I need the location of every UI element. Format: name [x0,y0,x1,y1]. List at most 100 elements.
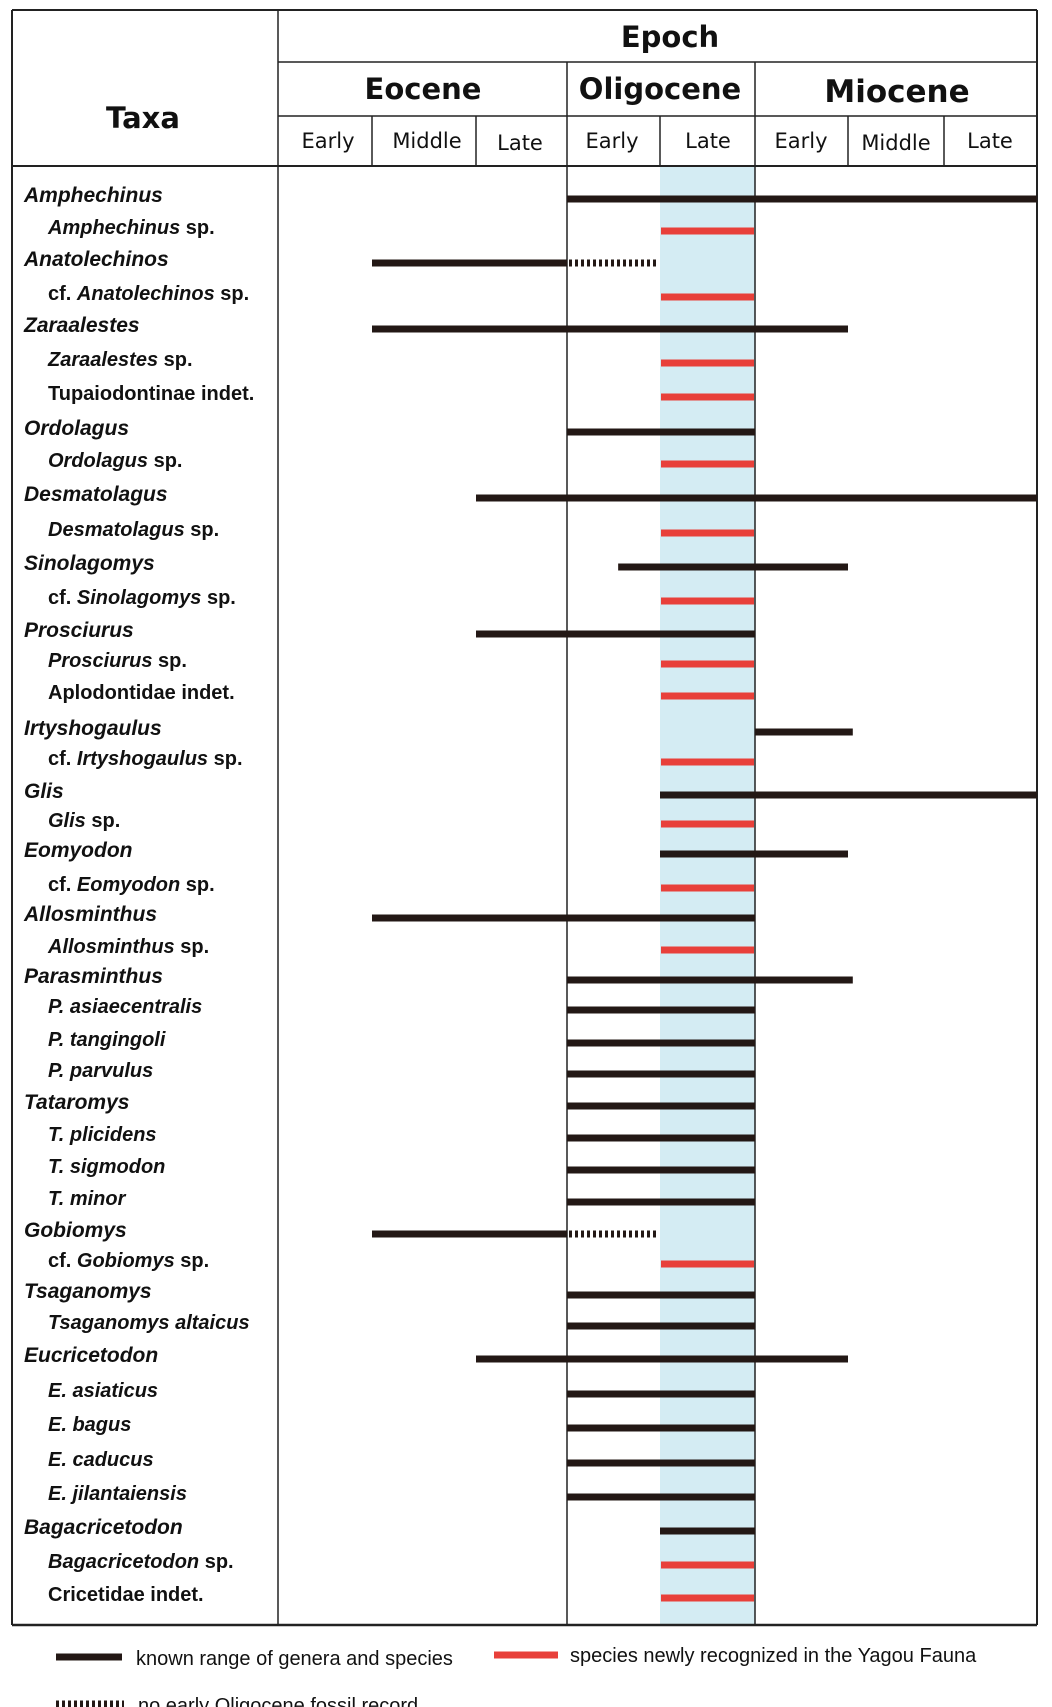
subepoch-eocene-middle: Middle [392,129,461,153]
legend-no-record-label: no early Oligocene fossil record [138,1695,418,1707]
taxon-label: Desmatolagus sp. [48,519,219,541]
taxon-label: cf. Eomyodon sp. [48,874,215,896]
taxon-label: T. sigmodon [48,1156,165,1178]
taxon-label: cf. Sinolagomys sp. [48,587,236,609]
taxon-label-name: Parasminthus [24,965,163,988]
taxon-label: Desmatolagus [24,483,168,506]
range-bars [372,195,1037,1602]
taxon-label-name: Glis [48,810,86,832]
subepoch-miocene-middle: Middle [861,131,930,155]
taxon-label-name: Bagacricetodon [48,1551,199,1573]
taxon-label-suffix: sp. [148,450,182,472]
taxon-label: Eomyodon [24,839,133,862]
taxon-label: P. parvulus [48,1060,153,1082]
taxon-label: Amphechinus sp. [47,217,215,239]
taxon-label-suffix: sp. [175,936,209,958]
taxon-label: Zaraalestes [23,314,140,337]
epoch-header: Epoch [621,20,719,54]
taxon-label: Cricetidae indet. [48,1584,204,1606]
taxon-label: Amphechinus [23,184,163,207]
subepoch-miocene-late: Late [967,129,1013,153]
legend: known range of genera and species specie… [56,1645,977,1707]
taxon-label: Tsaganomys altaicus [48,1312,250,1334]
taxon-label-name: Ordolagus [48,450,148,472]
taxon-label-name: Sinolagomys [77,587,201,609]
taxon-label: Ordolagus sp. [48,450,182,472]
taxon-label: cf. Gobiomys sp. [48,1250,209,1272]
taxon-label-suffix: sp. [199,1551,233,1573]
taxon-label-name: P. parvulus [48,1060,153,1082]
epoch-miocene-label: Miocene [824,74,969,110]
subepoch-miocene-early: Early [774,129,827,153]
taxon-label-name: Zaraalestes [23,314,140,337]
taxon-label: Sinolagomys [24,552,155,575]
taxon-label: Prosciurus [24,619,134,642]
legend-new-label: species newly recognized in the Yagou Fa… [570,1645,977,1667]
taxon-label-prefix: cf. [48,1250,77,1272]
legend-known-label: known range of genera and species [136,1648,453,1670]
taxon-label: Tataromys [24,1091,129,1114]
taxon-label-name: Eomyodon [77,874,180,896]
taxon-label-name: Irtyshogaulus [77,748,208,770]
taxon-label-name: T. plicidens [48,1124,157,1146]
taxon-label: Ordolagus [24,417,129,440]
late-oligocene-highlight-band [660,166,755,1625]
taxon-label-name: T. sigmodon [48,1156,165,1178]
taxon-label-name: Aplodontidae indet. [48,682,235,704]
taxon-label: cf. Anatolechinos sp. [48,283,249,305]
taxon-label-name: Eomyodon [24,839,133,862]
taxon-label-name: Allosminthus [47,936,175,958]
taxon-label: T. minor [48,1188,127,1210]
taxon-label: cf. Irtyshogaulus sp. [48,748,243,770]
epoch-eocene-label: Eocene [365,72,482,106]
taxon-label-suffix: sp. [152,650,186,672]
taxon-label: Parasminthus [24,965,163,988]
taxon-label-name: Prosciurus [24,619,134,642]
taxon-label: Aplodontidae indet. [48,682,235,704]
epoch-oligocene-label: Oligocene [579,72,741,106]
taxon-label: Allosminthus sp. [47,936,209,958]
taxon-label-prefix: cf. [48,587,77,609]
taxon-label-name: Amphechinus [23,184,163,207]
taxon-label-name: P. tangingoli [48,1029,166,1051]
subepoch-eocene-late: Late [497,131,543,155]
taxon-label-name: T. minor [48,1188,127,1210]
taxon-label-name: Cricetidae indet. [48,1584,204,1606]
taxon-label: E. jilantaiensis [48,1483,187,1505]
taxon-label: Bagacricetodon [24,1516,183,1539]
taxon-label-name: Irtyshogaulus [24,717,162,740]
taxon-label-name: Zaraalestes [47,349,158,371]
taxon-label-suffix: sp. [158,349,192,371]
taxon-label-name: E. bagus [48,1414,131,1436]
taxon-label-name: E. jilantaiensis [48,1483,187,1505]
taxon-label: Bagacricetodon sp. [48,1551,234,1573]
taxon-label-name: Tataromys [24,1091,129,1114]
taxon-label-prefix: cf. [48,748,77,770]
table-header: Taxa Epoch Eocene Oligocene Miocene Earl… [106,20,1013,155]
highlight-band-layer [660,166,755,1625]
taxon-label-suffix: sp. [180,217,214,239]
taxon-label: E. bagus [48,1414,131,1436]
table-grid [11,9,1038,1627]
taxon-label-name: Desmatolagus [48,519,185,541]
taxon-label-name: E. caducus [48,1449,154,1471]
taxon-label: Glis [24,780,64,803]
taxon-label-name: Prosciurus [48,650,152,672]
taxon-label-name: Allosminthus [23,903,157,926]
taxon-label: Tupaiodontinae indet. [48,383,254,405]
taxon-label-suffix: sp. [208,748,242,770]
taxon-label-prefix: cf. [48,874,77,896]
taxon-label-suffix: sp. [175,1250,209,1272]
subepoch-oligocene-late: Late [685,129,731,153]
subepoch-oligocene-early: Early [585,129,638,153]
taxon-label: Tsaganomys [24,1280,152,1303]
taxon-label: P. asiaecentralis [48,996,202,1018]
taxon-label-name: Anatolechinos [76,283,215,305]
taxon-label: Irtyshogaulus [24,717,162,740]
taxon-label-name: Sinolagomys [24,552,155,575]
taxon-label: Glis sp. [48,810,120,832]
taxon-label: E. caducus [48,1449,154,1471]
taxon-label-suffix: sp. [215,283,249,305]
subepoch-eocene-early: Early [301,129,354,153]
